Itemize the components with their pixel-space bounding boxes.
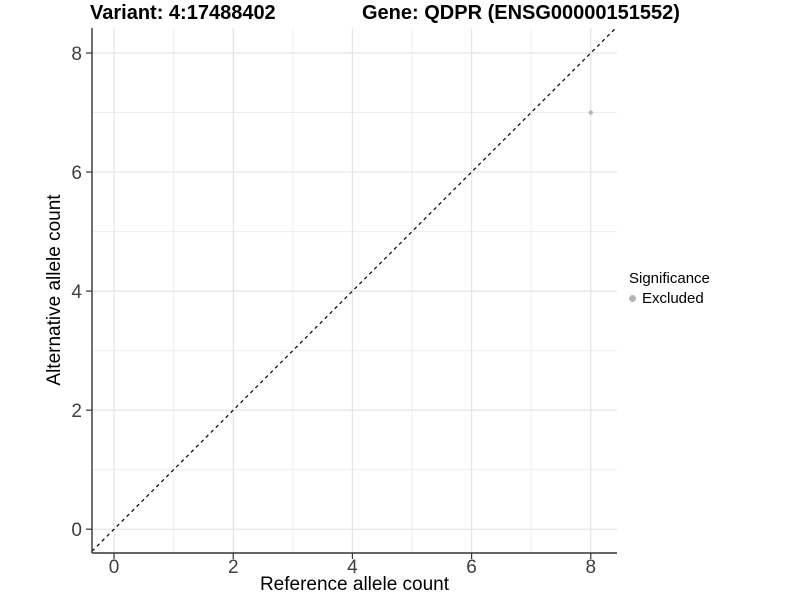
y-tick-label: 0: [71, 520, 82, 541]
legend-item-excluded: Excluded: [629, 290, 710, 307]
y-tick-label: 8: [71, 44, 82, 65]
x-tick-label: 8: [585, 557, 596, 578]
y-axis-title: Alternative allele count: [44, 194, 65, 386]
legend-key-dot-icon: [629, 295, 636, 302]
legend-item-label: Excluded: [642, 290, 704, 307]
y-tick-label: 2: [71, 401, 82, 422]
legend: Significance Excluded: [629, 270, 710, 307]
plot-title-variant: Variant: 4:17488402: [90, 2, 276, 24]
x-axis-title: Reference allele count: [259, 574, 450, 595]
y-tick-label: 6: [71, 163, 82, 184]
legend-title: Significance: [629, 270, 710, 287]
x-tick-label: 2: [228, 557, 239, 578]
data-points: [588, 110, 593, 115]
data-point: [588, 110, 593, 115]
major-gridlines: [92, 28, 617, 553]
y-tick-label: 4: [71, 282, 82, 303]
minor-gridlines: [92, 28, 617, 553]
x-tick-label: 0: [109, 557, 120, 578]
diagonal-reference-line: [91, 27, 617, 552]
plot-title-gene: Gene: QDPR (ENSG00000151552): [362, 2, 680, 24]
x-tick-label: 6: [466, 557, 477, 578]
x-tick-label: 4: [347, 557, 358, 578]
y-axis-ticks: 0 2 4 6 8: [71, 44, 92, 541]
x-axis-ticks: 0 2 4 6 8: [109, 553, 596, 578]
